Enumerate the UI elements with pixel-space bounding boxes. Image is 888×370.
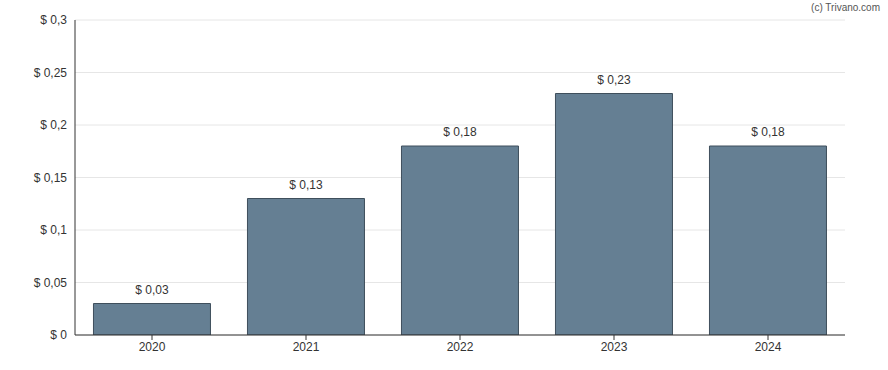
svg-text:$ 0,13: $ 0,13: [289, 178, 323, 192]
svg-text:2024: 2024: [755, 340, 782, 354]
svg-text:$ 0,2: $ 0,2: [40, 118, 67, 132]
svg-text:$ 0,1: $ 0,1: [40, 223, 67, 237]
svg-text:2023: 2023: [601, 340, 628, 354]
svg-text:$ 0,03: $ 0,03: [135, 283, 169, 297]
svg-text:2020: 2020: [139, 340, 166, 354]
svg-text:$ 0,3: $ 0,3: [40, 13, 67, 27]
svg-text:$ 0,18: $ 0,18: [751, 125, 785, 139]
svg-text:$ 0,18: $ 0,18: [443, 125, 477, 139]
html-text:(c) Trivano.com: (c) Trivano.com: [811, 2, 880, 13]
svg-text:2021: 2021: [293, 340, 320, 354]
svg-text:$ 0: $ 0: [50, 328, 67, 342]
svg-text:$ 0,25: $ 0,25: [34, 66, 68, 80]
svg-text:$ 0,05: $ 0,05: [34, 276, 68, 290]
svg-text:$ 0,23: $ 0,23: [597, 73, 631, 87]
svg-text:$ 0,15: $ 0,15: [34, 171, 68, 185]
svg-text:2022: 2022: [447, 340, 474, 354]
